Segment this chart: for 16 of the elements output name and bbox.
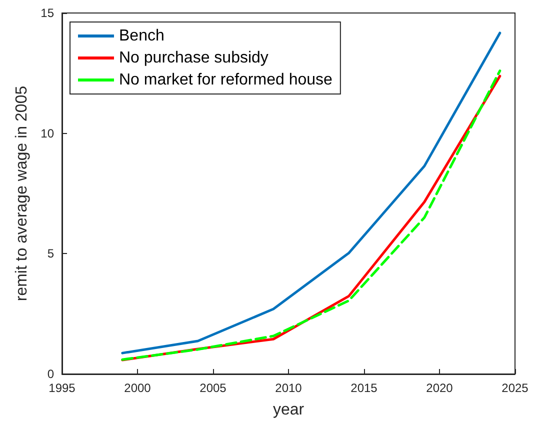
legend-label: No purchase subsidy <box>119 50 268 66</box>
y-tick-label: 5 <box>47 246 54 261</box>
x-tick-label: 2020 <box>426 381 454 395</box>
x-tick-label: 2015 <box>350 381 378 395</box>
x-tick-label: 2000 <box>124 381 152 395</box>
x-axis-title: year <box>272 402 305 418</box>
x-tick-label: 2010 <box>275 381 302 395</box>
y-tick-label: 0 <box>47 367 54 381</box>
y-tick-label: 10 <box>40 126 54 140</box>
x-tick-label: 2025 <box>502 381 529 395</box>
y-tick-label: 15 <box>40 6 54 20</box>
legend-label: Bench <box>119 28 164 44</box>
x-tick-label: 1995 <box>48 381 76 395</box>
x-tick-label: 2005 <box>200 381 227 395</box>
legend-label: No market for reformed house <box>119 72 333 88</box>
y-axis-title: remit to average wage in 2005 <box>13 86 30 302</box>
